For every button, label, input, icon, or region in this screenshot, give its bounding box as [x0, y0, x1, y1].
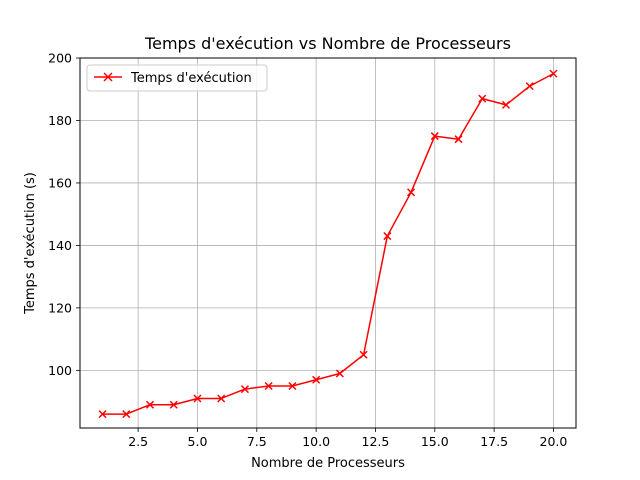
y-tick-label: 160 — [48, 175, 72, 190]
data-point-marker — [122, 410, 131, 419]
x-tick-label: 10.0 — [302, 434, 330, 449]
x-tick-label: 2.5 — [128, 434, 148, 449]
legend-marker-swatch — [103, 72, 113, 82]
x-tick-label: 17.5 — [480, 434, 508, 449]
data-point-marker — [193, 394, 202, 403]
data-point-marker — [430, 132, 439, 141]
grid-lines — [80, 57, 576, 428]
data-point-marker — [383, 232, 392, 241]
data-point-marker — [145, 400, 155, 409]
plot-frame — [79, 57, 577, 429]
y-tick-label: 140 — [48, 238, 72, 253]
data-point-marker — [478, 94, 487, 103]
y-tick-label: 180 — [48, 113, 72, 128]
data-point-marker — [312, 375, 321, 384]
data-point-marker — [335, 369, 344, 378]
data-point-marker — [501, 100, 511, 109]
x-tick-label: 20.0 — [540, 434, 568, 449]
x-axis-ticks: 2.5 5.0 7.5 10.0 12.5 15.0 17.5 20.0 — [128, 428, 567, 449]
x-tick-label: 15.0 — [421, 434, 449, 449]
data-point-marker — [549, 69, 558, 78]
data-point-marker — [525, 82, 534, 91]
legend-box — [86, 64, 268, 92]
data-point-marker — [240, 385, 249, 394]
x-axis-label: Nombre de Processeurs — [251, 456, 405, 471]
y-tick-label: 120 — [48, 300, 72, 315]
legend-label: Temps d'exécution — [130, 71, 252, 86]
series-line — [102, 72, 554, 415]
chart-title: Temps d'exécution vs Nombre de Processeu… — [144, 34, 511, 53]
data-point-marker — [169, 400, 178, 409]
x-tick-label: 12.5 — [362, 434, 390, 449]
data-point-marker — [217, 394, 226, 403]
data-point-marker — [407, 188, 416, 197]
data-point-marker — [98, 410, 107, 419]
y-axis-label: Temps d'exécution (s) — [23, 172, 38, 315]
series-layer — [98, 69, 558, 419]
data-point-marker — [264, 381, 273, 391]
legend: Temps d'exécution — [86, 64, 268, 92]
data-point-marker — [454, 135, 463, 144]
y-axis-ticks: 100 120 140 160 180 200 — [48, 51, 80, 378]
y-tick-label: 100 — [48, 363, 72, 378]
data-point-marker — [288, 381, 297, 391]
x-tick-label: 5.0 — [188, 434, 208, 449]
y-tick-label: 200 — [48, 51, 72, 66]
data-point-marker — [359, 350, 368, 359]
x-tick-label: 7.5 — [247, 434, 267, 449]
